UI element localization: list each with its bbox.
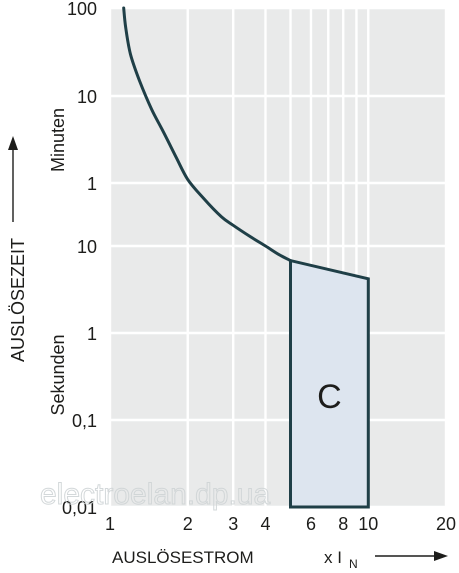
x-tick-label: 10 <box>358 514 378 534</box>
y-tick-label: 10 <box>77 87 97 107</box>
x-tick-label: 3 <box>228 514 238 534</box>
x-tick-label: 8 <box>338 514 348 534</box>
y-tick-label: 10 <box>77 237 97 257</box>
x-tick-label: 6 <box>306 514 316 534</box>
y-tick-label: 1 <box>87 324 97 344</box>
y-arrow-icon <box>8 136 18 222</box>
y-tick-label: 100 <box>67 0 97 19</box>
grid-lines <box>108 6 448 509</box>
x-tick-label: 20 <box>436 514 456 534</box>
x-axis-unit: x I <box>324 548 342 567</box>
plot-background <box>110 8 446 507</box>
x-tick-label: 1 <box>105 514 115 534</box>
zone-c-label: C <box>317 378 342 416</box>
trip-curve-line <box>122 6 292 263</box>
x-axis-title: AUSLÖSESTROM <box>112 548 254 567</box>
x-tick-label: 4 <box>260 514 270 534</box>
y-tick-label: 0,1 <box>72 411 97 431</box>
x-tick-label: 2 <box>183 514 193 534</box>
zone-c-area <box>289 258 370 509</box>
x-tick-labels: 1 2 3 4 6 8 10 20 <box>105 514 456 534</box>
y-axis-title: AUSLÖSEZEIT <box>8 238 28 362</box>
y-tick-label: 1 <box>87 174 97 194</box>
series-layer <box>122 6 370 509</box>
y-tick-labels: 100 10 1 10 1 0,1 0,01 <box>62 0 97 518</box>
y-unit-sekunden: Sekunden <box>48 334 68 415</box>
watermark: electroelan.dp.ua <box>40 478 270 511</box>
y-tick-label: 0,01 <box>62 498 97 518</box>
y-unit-minuten: Minuten <box>48 108 68 172</box>
x-arrow-icon <box>375 551 448 561</box>
x-axis-unit-subscript: N <box>349 557 358 571</box>
